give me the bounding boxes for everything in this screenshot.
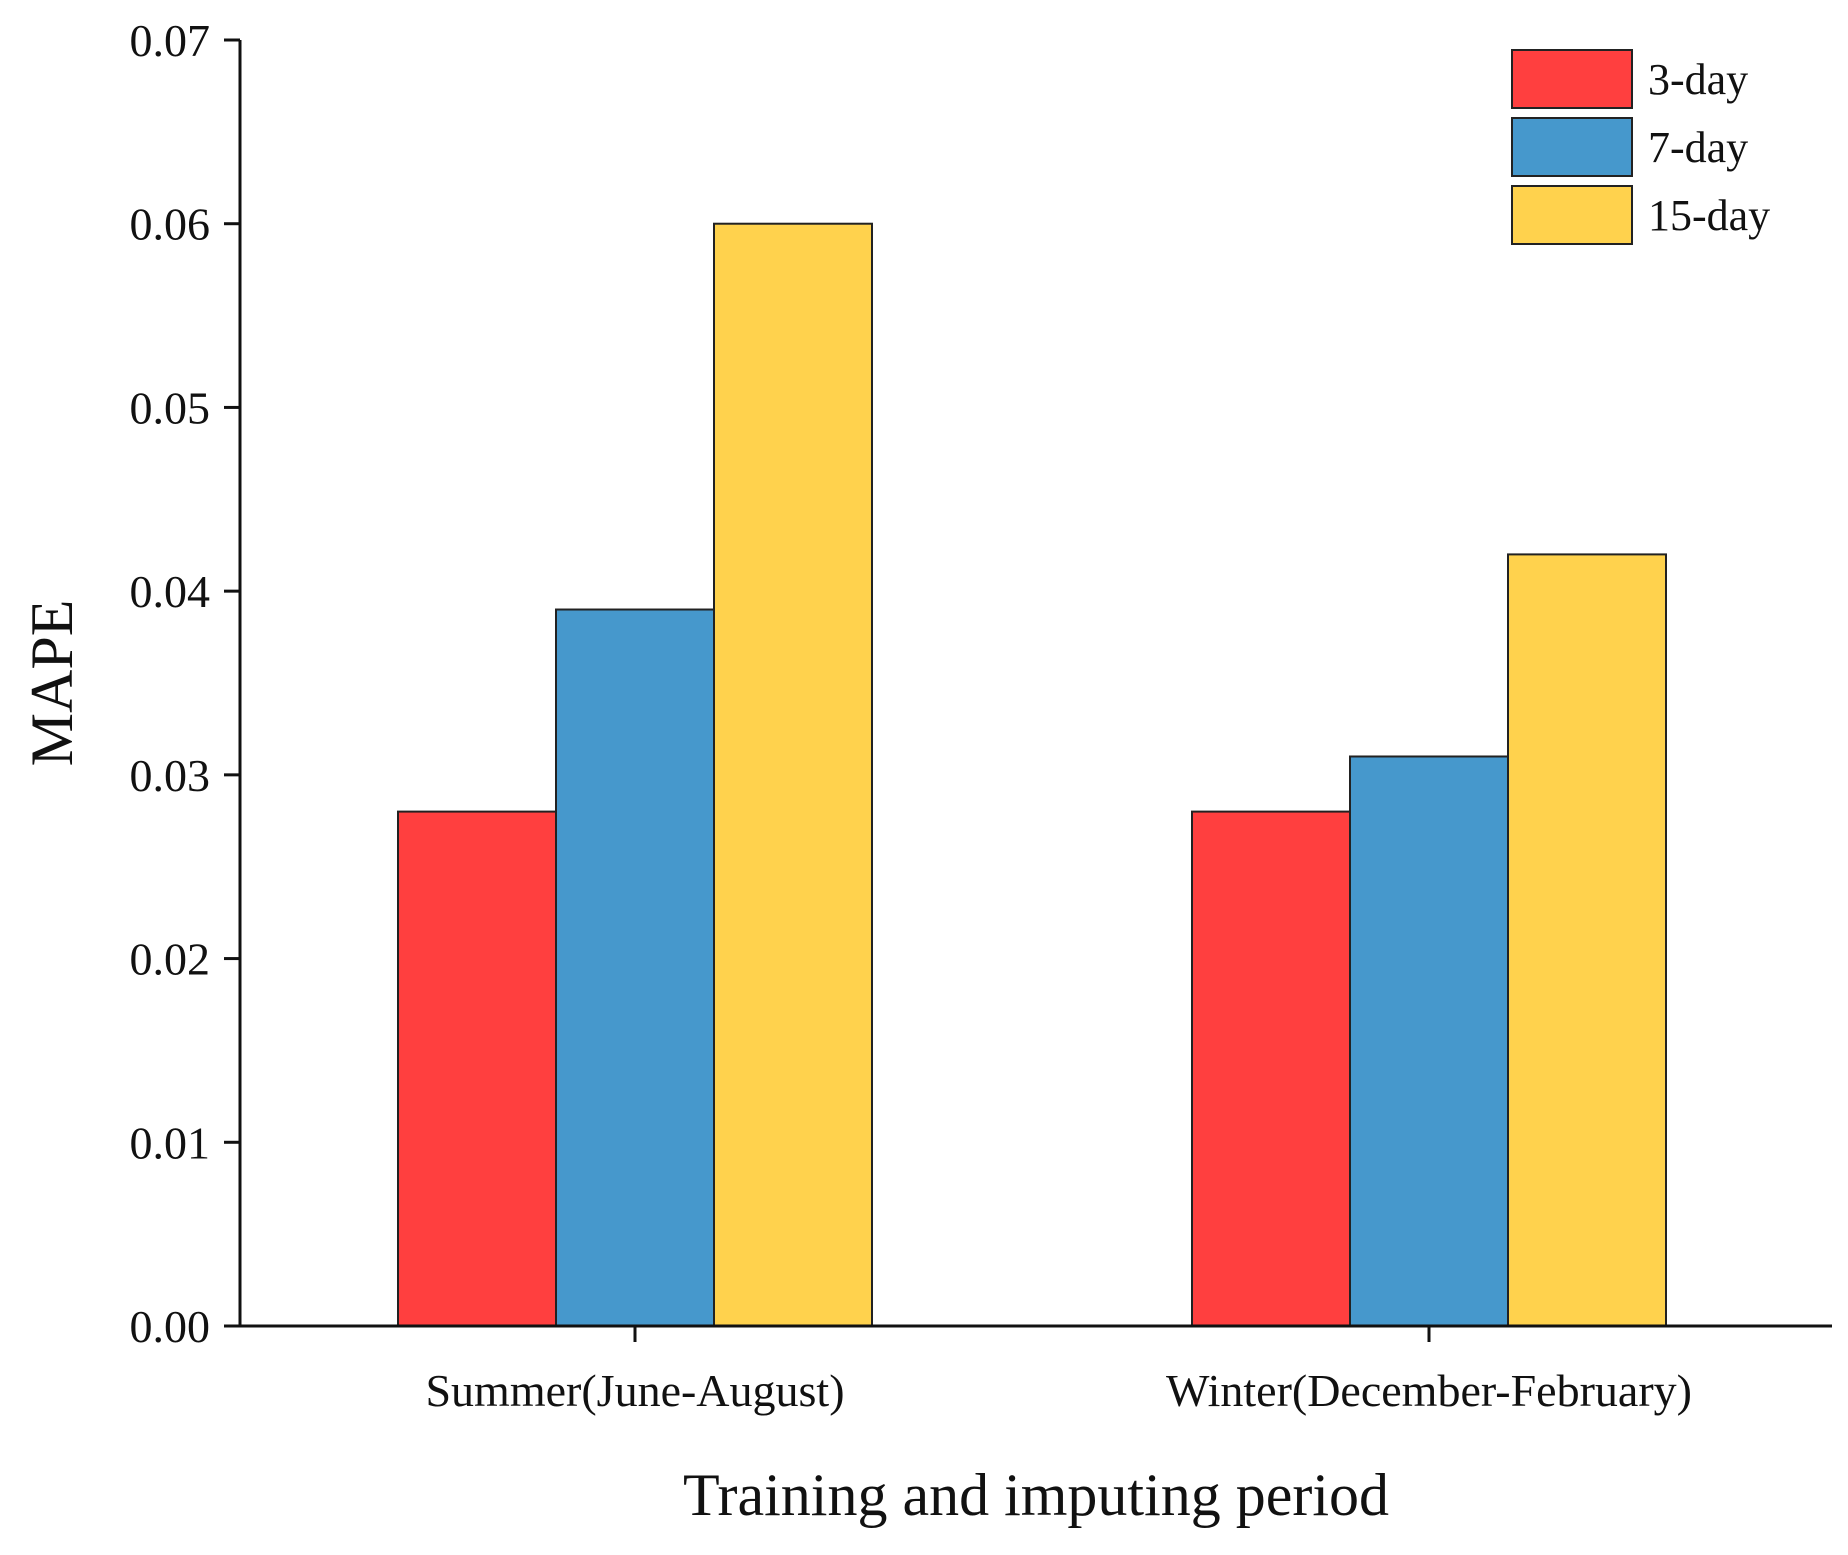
y-tick-label: 0.02 xyxy=(130,934,211,985)
x-axis-title: Training and imputing period xyxy=(683,1462,1389,1528)
x-categories: Summer(June-August) Winter(December-Febru… xyxy=(425,1326,1692,1416)
bar-3-day-winter xyxy=(1191,810,1351,1327)
y-ticks: 0.00 0.01 0.02 0.03 0.04 0.05 0.06 0.07 xyxy=(130,15,240,1352)
y-tick-label: 0.01 xyxy=(130,1117,211,1168)
bar-15-day-summer xyxy=(713,222,873,1328)
bar-7-day-summer xyxy=(555,608,715,1327)
y-tick-label: 0.07 xyxy=(130,15,211,66)
y-tick-label: 0.04 xyxy=(130,566,211,617)
legend: 3-day 7-day 15-day xyxy=(1511,49,1770,245)
y-tick-label: 0.06 xyxy=(130,199,211,250)
y-tick-label: 0.05 xyxy=(130,382,211,433)
legend-swatch-7-day xyxy=(1511,117,1633,177)
y-tick-label: 0.00 xyxy=(130,1301,211,1352)
legend-label-7-day: 7-day xyxy=(1648,123,1748,172)
legend-swatch-15-day xyxy=(1511,185,1633,245)
bar-3-day-summer xyxy=(397,810,557,1327)
y-axis-title: MAPE xyxy=(19,600,85,767)
x-category-label: Winter(December-February) xyxy=(1166,1365,1692,1416)
axes-layer xyxy=(238,40,1832,1328)
bar-15-day-winter xyxy=(1507,553,1667,1327)
y-tick-label: 0.03 xyxy=(130,750,211,801)
legend-swatch-3-day xyxy=(1511,49,1633,109)
x-category-label: Summer(June-August) xyxy=(425,1365,844,1416)
legend-label-3-day: 3-day xyxy=(1648,55,1748,104)
legend-label-15-day: 15-day xyxy=(1648,191,1770,240)
bar-7-day-winter xyxy=(1349,755,1509,1327)
bars-layer xyxy=(397,222,1667,1328)
